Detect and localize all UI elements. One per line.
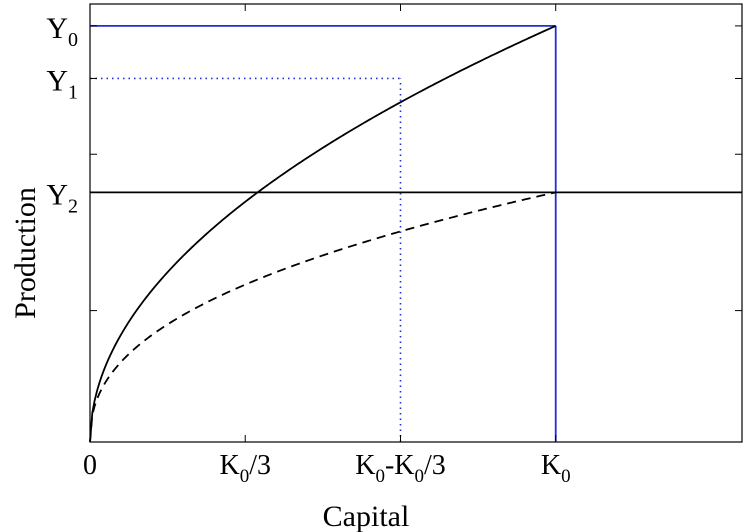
- axes-frame: [89, 3, 743, 443]
- y-tick-label-base-3: Y: [46, 178, 68, 211]
- x-tick-label-3-part-4: 0: [414, 466, 424, 487]
- x-tick-label-4-part-1: K: [541, 450, 561, 481]
- x-tick-label-2: K0/3: [219, 450, 271, 487]
- y-tick-label-base-2: Y: [46, 64, 68, 97]
- x-tick-label-3-part-3: -K: [385, 450, 415, 481]
- x-axis-label: Capital: [323, 500, 410, 532]
- y-tick-label-3: Y2: [46, 178, 78, 217]
- x-tick-label-2-part-2: 0: [240, 466, 250, 487]
- series-line-1: [89, 25, 557, 443]
- x-tick-label-1-part-1: 0: [83, 450, 97, 481]
- x-tick-label-3: K0-K0/3: [355, 450, 446, 487]
- x-tick-label-1: 0: [83, 450, 97, 481]
- x-tick-label-2-part-3: /3: [249, 450, 271, 481]
- y-axis-label: Production: [9, 187, 42, 319]
- y-tick-label-sub-1: 0: [68, 29, 78, 51]
- y-tick-label-sub-2: 1: [68, 81, 78, 103]
- x-tick-label-4: K0: [541, 450, 571, 487]
- x-tick-label-3-part-2: 0: [375, 466, 385, 487]
- y-tick-label-base-1: Y: [46, 12, 68, 45]
- x-tick-label-3-part-1: K: [355, 450, 375, 481]
- y-tick-label-sub-3: 2: [68, 195, 78, 217]
- y-tick-label-2: Y1: [46, 64, 78, 103]
- x-tick-label-4-part-2: 0: [561, 466, 571, 487]
- y-tick-label-1: Y0: [46, 12, 78, 51]
- series-line-2: [89, 191, 556, 443]
- x-tick-label-2-part-1: K: [219, 450, 239, 481]
- x-tick-label-3-part-5: /3: [424, 450, 446, 481]
